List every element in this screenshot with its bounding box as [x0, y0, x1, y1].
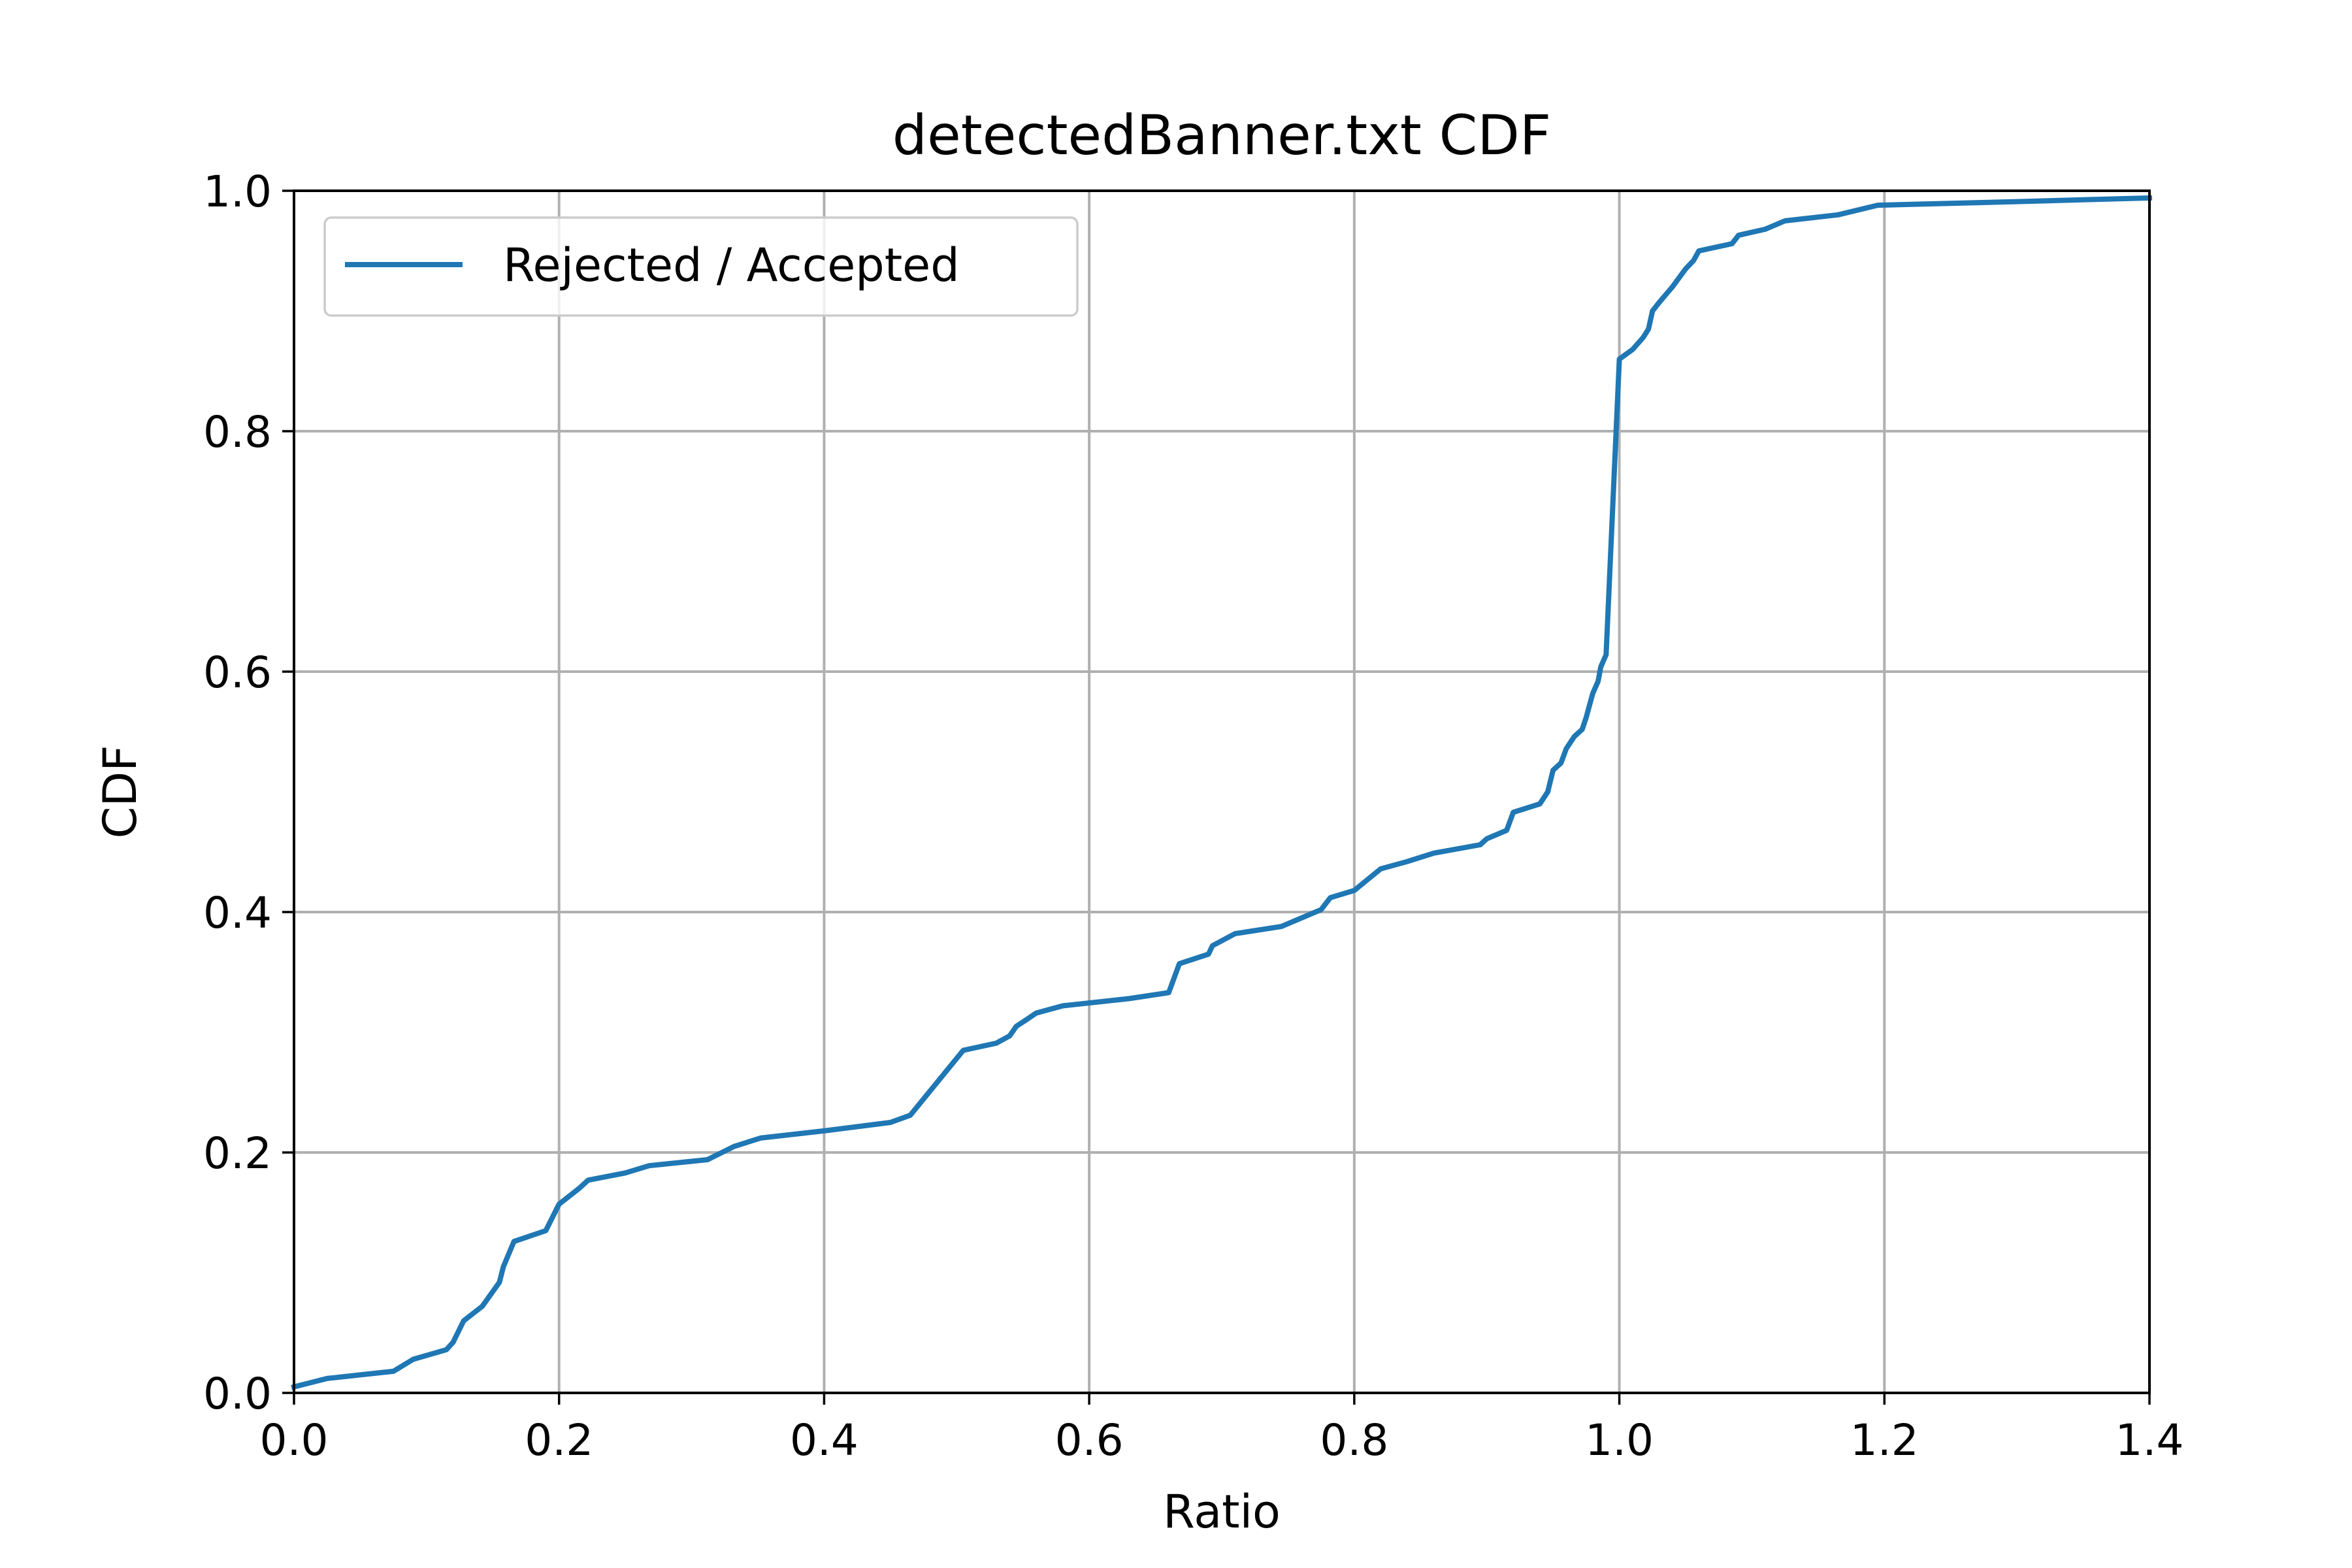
series-layer	[291, 195, 2153, 1390]
legend-box	[323, 216, 1079, 317]
y-tick-label: 0.8	[203, 407, 272, 457]
x-axis-label: Ratio	[1163, 1485, 1281, 1539]
x-tick-label: 0.4	[790, 1415, 858, 1465]
y-tick-label: 0.0	[203, 1369, 272, 1419]
x-tick-label: 0.6	[1055, 1415, 1124, 1465]
series-line	[291, 195, 2153, 1390]
x-tick-label: 1.2	[1850, 1415, 1919, 1465]
legend-label: Rejected / Accepted	[503, 238, 960, 292]
y-tick-label: 0.4	[203, 888, 272, 938]
y-tick-label: 0.2	[203, 1128, 272, 1179]
legend: Rejected / Accepted	[323, 216, 1079, 317]
axis-ticks: 0.0 0.2 0.4 0.6 0.8 1.0 1.2 1.4 0.0 0.2 0.4 0.6 0.8 1…	[203, 167, 2183, 1465]
x-tick-label: 0.0	[260, 1415, 329, 1465]
grid-lines	[293, 189, 2151, 1394]
y-tick-label: 0.6	[203, 647, 272, 698]
x-tick-label: 1.4	[2115, 1415, 2184, 1465]
x-tick-label: 1.0	[1585, 1415, 1654, 1465]
y-tick-label: 1.0	[203, 167, 272, 217]
x-tick-label: 0.8	[1320, 1415, 1388, 1465]
chart-title: detectedBanner.txt CDF	[892, 103, 1551, 167]
x-tick-label: 0.2	[525, 1415, 593, 1465]
plot-frame	[293, 189, 2151, 1394]
y-axis-label: CDF	[93, 745, 147, 838]
